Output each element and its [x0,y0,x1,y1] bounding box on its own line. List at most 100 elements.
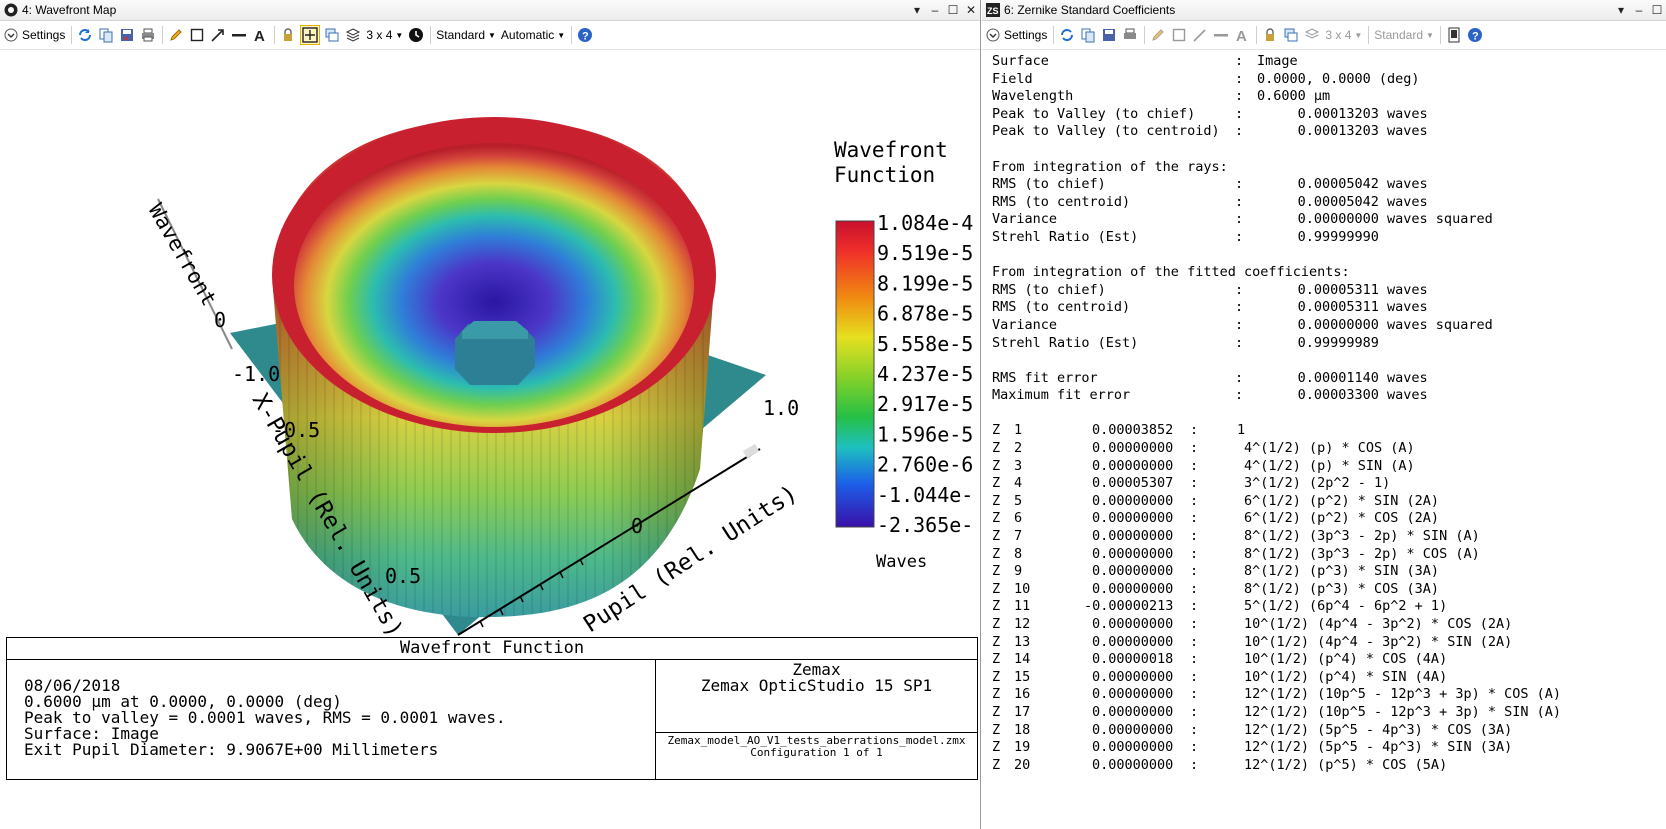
arrow-icon [211,29,225,42]
copy-button[interactable] [1080,27,1096,43]
automatic-dropdown[interactable]: Automatic ▼ [501,28,565,42]
term-coefficient: 0.00000000 [1092,563,1174,580]
term-number: 16 [1014,686,1031,703]
window-menu-button[interactable]: ▾ [913,3,921,17]
rays-row: RMS (to centroid): 0.00005042 waves [992,194,1666,212]
term-coefficient: 0.00000000 [1092,528,1174,545]
term-number: 7 [1014,528,1023,545]
zernike-term-row: Z 14 0.00000018 10^(1/2) (p^4) * COS (4A): [992,651,1666,669]
title-bar[interactable]: 4: Wavefront Map ▾ – ☐ ✕ [0,0,980,21]
lock-button[interactable] [280,27,296,43]
svg-text:A: A [254,28,265,43]
term-expression: 12^(1/2) (10p^5 - 12p^3 + 3p) * SIN (A) [1244,703,1561,720]
term-coefficient: 0.00000000 [1092,686,1174,703]
refresh-button[interactable] [77,27,93,43]
text-tool[interactable]: A [252,27,268,43]
row-label: Peak to Valley (to centroid) [992,123,1220,140]
y-axis-ticks [479,558,584,628]
help-icon: ? [1467,28,1482,43]
window-menu-button[interactable]: ▾ [1617,3,1625,17]
line-tool[interactable] [1213,27,1229,43]
layers-button[interactable] [1304,27,1320,43]
standard-dropdown[interactable]: Standard ▼ [1374,28,1434,42]
settings-button[interactable]: Settings [4,28,65,42]
help-button[interactable]: ? [1467,27,1483,43]
refresh-button[interactable] [1059,27,1075,43]
row-label: RMS fit error [992,369,1098,386]
info-company: Zemax Zemax OpticStudio 15 SP1 [656,662,977,694]
text-view-button[interactable] [1446,27,1462,43]
window-layout-button[interactable] [324,27,340,43]
fit-row: RMS (to chief): 0.00005311 waves [992,282,1666,300]
layout-dropdown[interactable]: 3 x 4 ▼ [366,28,403,42]
term-expression: 8^(1/2) (p^3) * SIN (3A) [1244,563,1440,580]
print-button[interactable] [140,27,156,43]
pencil-tool[interactable] [168,27,184,43]
copy-button[interactable] [98,27,114,43]
minimize-button[interactable]: – [931,3,939,17]
timer-button[interactable] [408,27,424,43]
legend-title-2: Function [834,163,935,187]
arrow-tool[interactable] [210,27,226,43]
text-tool[interactable]: A [1234,27,1250,43]
row-value: 0.00005311 waves [1257,281,1428,298]
center-plateau-top [462,321,528,339]
row-label: RMS (to centroid) [992,193,1131,210]
rectangle-tool[interactable] [1171,27,1187,43]
layout-dropdown[interactable]: 3 x 4 ▼ [1325,28,1362,42]
row-value: 0.99999990 [1257,228,1379,245]
fit-row: RMS (to centroid): 0.00005311 waves [992,299,1666,317]
term-number: 8 [1014,545,1023,562]
save-button[interactable] [119,27,135,43]
layers-button[interactable] [345,27,361,43]
arrow-tool[interactable] [1192,27,1208,43]
row-value: 0.0000, 0.0000 (deg) [1257,70,1420,87]
colon: : [1190,739,1199,756]
settings-button[interactable]: Settings [986,28,1047,42]
line-tool[interactable] [231,27,247,43]
term-number: 18 [1014,721,1031,738]
maximize-button[interactable]: ☐ [947,3,959,17]
window-layout-button[interactable] [1283,27,1299,43]
row-label: Variance [992,316,1058,333]
term-prefix: Z [992,616,1001,632]
term-coefficient: 0.00000000 [1092,545,1174,562]
wavefront-3d-plot[interactable]: Wavefront Function 1.084e-4 9.519e-5 8.199… [0,49,980,637]
lock-button[interactable] [1262,27,1278,43]
rectangle-tool[interactable] [189,27,205,43]
colon: : [1190,492,1199,509]
print-button[interactable] [1122,27,1138,43]
term-expression: 8^(1/2) (3p^3 - 2p) * COS (A) [1244,545,1480,562]
colon: : [1235,176,1244,193]
summary-row: Wavelength:0.6000 µm [992,88,1666,106]
fit-window-button[interactable] [300,25,321,45]
title-bar[interactable]: ZS 6: Zernike Standard Coefficients ▾ – … [982,0,1666,21]
pencil-tool[interactable] [1150,27,1166,43]
term-expression: 10^(1/2) (4p^4 - 3p^2) * COS (2A) [1244,616,1513,632]
caret-icon: ▼ [557,30,566,40]
term-number: 5 [1014,492,1023,509]
close-button[interactable]: ✕ [965,3,977,17]
colon: : [1235,387,1244,404]
svg-text:?: ? [1472,31,1479,43]
term-prefix: Z [992,422,1001,439]
summary-row: Peak to Valley (to chief): 0.00013203 wa… [992,106,1666,124]
color-bar-tick-label: 4.237e-5 [877,362,973,386]
row-value: Image [1257,53,1298,69]
automatic-label: Automatic [500,28,555,42]
standard-dropdown[interactable]: Standard ▼ [436,28,496,42]
help-button[interactable]: ? [577,27,593,43]
save-button[interactable] [1101,27,1117,43]
help-icon: ? [578,28,593,43]
colon: : [1190,528,1199,545]
colon: : [1190,475,1199,492]
print-icon [142,28,155,42]
x-tick-3: 0.5 [385,564,421,588]
maximize-button[interactable]: ☐ [1651,3,1663,17]
minimize-button[interactable]: – [1635,3,1643,17]
row-label: Strehl Ratio (Est) [992,228,1139,245]
fit-error-row: Maximum fit error: 0.00003300 waves [992,387,1666,405]
company-name: Zemax [792,660,841,679]
row-label: RMS (to centroid) [992,299,1131,316]
info-date: 08/06/2018 [24,676,121,695]
